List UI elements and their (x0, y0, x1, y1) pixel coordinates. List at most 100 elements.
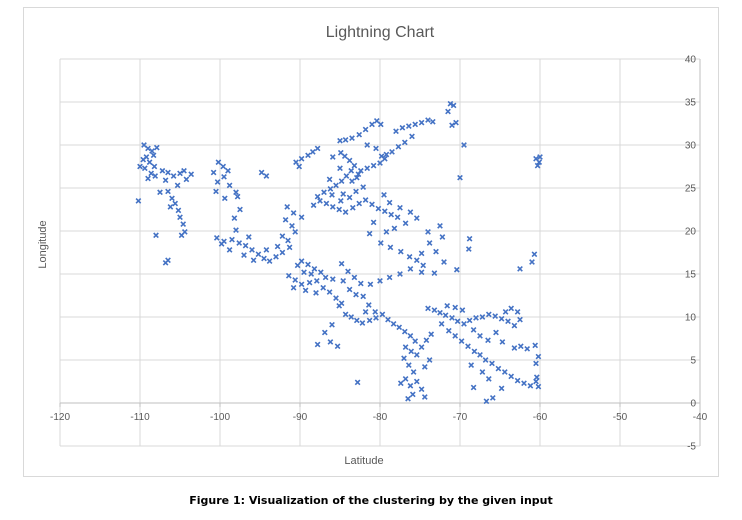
data-point (364, 142, 371, 148)
data-point (459, 307, 466, 313)
x-axis-title: Latitude (344, 455, 383, 467)
data-point (471, 348, 478, 355)
data-point (502, 308, 509, 315)
data-point (329, 154, 336, 160)
data-point (449, 122, 455, 129)
data-point (137, 163, 143, 170)
data-point (407, 333, 414, 339)
data-point (390, 321, 397, 327)
data-point (407, 265, 414, 272)
data-point (386, 199, 393, 206)
data-point (245, 234, 252, 240)
data-point (348, 314, 355, 320)
data-point (495, 365, 502, 372)
data-point (521, 380, 527, 387)
data-point (412, 121, 419, 128)
data-point (485, 376, 492, 382)
data-point (236, 240, 243, 246)
data-point (450, 102, 457, 109)
x-tick-label: -60 (533, 412, 548, 423)
data-point (366, 317, 373, 324)
data-point (320, 284, 327, 291)
data-point (327, 339, 334, 345)
data-point (381, 192, 387, 198)
data-point (466, 235, 473, 242)
data-point (418, 119, 425, 126)
data-point (329, 276, 336, 283)
data-point (237, 206, 243, 213)
data-point (402, 376, 409, 382)
data-point (351, 162, 358, 169)
data-point (360, 293, 367, 300)
data-point (537, 154, 543, 160)
data-point (188, 171, 195, 178)
data-point (327, 185, 334, 192)
data-point (149, 148, 155, 154)
data-point (444, 302, 451, 309)
data-point (370, 219, 377, 226)
data-point (426, 240, 433, 246)
data-point (135, 198, 142, 204)
data-point (317, 198, 323, 204)
data-point (181, 167, 187, 174)
data-point (439, 234, 446, 240)
data-point (461, 321, 467, 327)
data-point (165, 188, 171, 195)
data-point (241, 252, 247, 258)
data-point (357, 167, 364, 174)
data-point (517, 343, 524, 350)
data-point (418, 250, 425, 257)
y-tick-label: 25 (685, 184, 697, 195)
data-point (323, 200, 330, 207)
x-tick-label: -40 (693, 412, 708, 423)
data-point (401, 139, 408, 146)
data-point (372, 308, 379, 315)
data-point (263, 247, 270, 253)
data-point (377, 121, 384, 128)
data-point (170, 173, 177, 179)
data-point (362, 308, 369, 315)
data-point (517, 316, 523, 323)
data-point (213, 235, 220, 241)
data-point (261, 255, 267, 262)
data-point (379, 311, 386, 318)
data-point (180, 221, 187, 227)
data-point (334, 343, 341, 350)
data-point (146, 159, 153, 166)
data-point (214, 179, 221, 185)
y-tick-label: 0 (690, 399, 696, 410)
data-point (362, 126, 369, 133)
data-point (498, 385, 505, 392)
data-point (308, 271, 315, 277)
data-point (377, 240, 384, 246)
x-tick-label: -50 (613, 412, 628, 423)
data-point (215, 159, 222, 166)
data-point (423, 337, 430, 344)
data-point (174, 182, 181, 189)
data-point (349, 178, 355, 184)
y-tick-label: -5 (687, 442, 696, 453)
x-tick-label: -100 (210, 412, 230, 423)
data-point (498, 315, 505, 322)
data-point (360, 184, 367, 191)
data-point (274, 243, 281, 250)
data-point (533, 360, 539, 367)
data-point (394, 214, 401, 221)
data-point (413, 257, 420, 264)
data-point (313, 290, 319, 296)
data-point (333, 182, 339, 189)
data-point (220, 163, 227, 170)
data-point (336, 302, 343, 309)
data-point (421, 394, 428, 400)
data-point (477, 333, 483, 339)
data-point (452, 333, 459, 339)
data-point (413, 215, 420, 221)
data-point (266, 258, 273, 264)
data-point (157, 189, 163, 196)
data-point (337, 149, 344, 156)
data-point (514, 308, 521, 315)
data-point (420, 262, 427, 269)
data-point (298, 155, 305, 162)
data-point (349, 204, 356, 211)
data-point (321, 329, 328, 336)
